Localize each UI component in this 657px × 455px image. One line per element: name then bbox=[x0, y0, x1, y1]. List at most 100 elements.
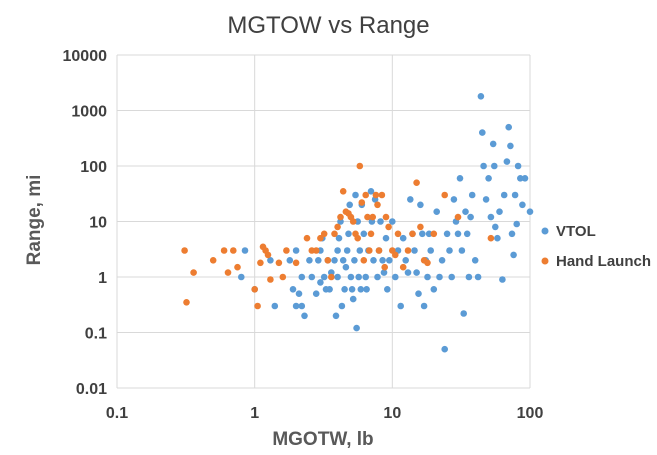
vtol-point bbox=[491, 162, 498, 170]
vtol-point bbox=[514, 162, 522, 170]
vtol-point bbox=[460, 310, 468, 317]
hand-launch-point bbox=[424, 259, 431, 267]
vtol-point bbox=[492, 223, 499, 231]
hand-launch-point bbox=[430, 230, 438, 238]
vtol-point bbox=[441, 345, 449, 353]
vtol-point bbox=[413, 269, 420, 276]
vtol-point bbox=[448, 273, 456, 281]
vtol-point bbox=[505, 123, 512, 131]
vtol-point bbox=[341, 286, 348, 293]
hand-launch-point bbox=[413, 179, 420, 186]
hand-launch-point bbox=[394, 230, 402, 238]
vtol-point bbox=[308, 273, 316, 281]
vtol-point bbox=[471, 257, 479, 264]
hand-launch-point bbox=[331, 230, 338, 238]
vtol-point bbox=[433, 208, 441, 215]
vtol-point bbox=[343, 247, 351, 254]
vtol-point bbox=[362, 273, 370, 281]
x-tick-label: 0.1 bbox=[106, 405, 128, 422]
vtol-point bbox=[511, 191, 519, 199]
hand-launch-point bbox=[190, 269, 197, 276]
vtol-point bbox=[521, 175, 529, 182]
vtol-point bbox=[363, 286, 370, 293]
hand-launch-point bbox=[454, 213, 462, 221]
vtol-point bbox=[267, 257, 274, 264]
x-tick-label: 10 bbox=[383, 405, 401, 422]
vtol-point bbox=[353, 324, 360, 332]
vtol-point bbox=[465, 273, 473, 281]
vtol-point bbox=[526, 208, 534, 215]
vtol-point bbox=[289, 286, 297, 293]
vtol-point bbox=[397, 302, 405, 310]
vtol-point bbox=[468, 191, 476, 199]
hand-launch-point bbox=[320, 230, 328, 238]
hand-launch-point bbox=[334, 223, 341, 231]
legend-label-hand-launch: Hand Launch bbox=[556, 253, 651, 270]
vtol-point bbox=[450, 196, 458, 203]
vtol-point bbox=[407, 196, 414, 203]
vtol-point bbox=[467, 213, 474, 221]
hand-launch-point bbox=[358, 199, 366, 206]
vtol-point bbox=[519, 201, 526, 209]
vtol-point bbox=[474, 273, 482, 281]
vtol-point bbox=[462, 208, 469, 215]
vtol-point bbox=[271, 302, 279, 310]
hand-launch-point bbox=[267, 276, 274, 283]
hand-launch-point bbox=[234, 263, 241, 271]
vtol-point bbox=[420, 302, 428, 310]
hand-launch-point bbox=[209, 257, 217, 264]
x-axis-title: MGOTW, lb bbox=[272, 429, 373, 450]
vtol-point bbox=[430, 286, 438, 293]
y-tick-label: 10 bbox=[89, 215, 107, 232]
vtol-point bbox=[480, 162, 487, 170]
hand-launch-point bbox=[385, 223, 392, 231]
hand-launch-point bbox=[254, 302, 261, 310]
vtol-point bbox=[332, 312, 340, 320]
vtol-point bbox=[446, 247, 453, 254]
hand-launch-point bbox=[224, 269, 232, 276]
vtol-point bbox=[298, 273, 306, 281]
hand-launch-point bbox=[381, 263, 389, 271]
hand-launch-point bbox=[409, 230, 416, 238]
hand-launch-point bbox=[230, 247, 237, 254]
vtol-point bbox=[425, 230, 433, 238]
vtol-point bbox=[454, 230, 462, 238]
hand-launch-point bbox=[441, 191, 449, 199]
vtol-point bbox=[315, 257, 322, 264]
vtol-point bbox=[458, 247, 466, 254]
vtol-point bbox=[338, 302, 346, 310]
vtol-point bbox=[349, 295, 357, 303]
vtol-point bbox=[402, 257, 410, 264]
vtol-point bbox=[346, 201, 354, 209]
hand-launch-point bbox=[275, 259, 283, 267]
hand-launch-point bbox=[382, 213, 390, 221]
hand-launch-point bbox=[487, 234, 495, 242]
hand-launch-point bbox=[360, 257, 368, 264]
hand-launch-point bbox=[417, 223, 424, 231]
vtol-point bbox=[326, 286, 333, 293]
y-tick-label: 0.1 bbox=[85, 326, 107, 343]
vtol-point bbox=[477, 93, 485, 100]
vtol-point bbox=[494, 234, 501, 242]
vtol-point bbox=[386, 257, 393, 264]
hand-launch-point bbox=[374, 201, 381, 209]
vtol-point bbox=[463, 230, 471, 238]
hand-launch-point bbox=[349, 218, 357, 225]
vtol-point bbox=[419, 230, 426, 238]
hand-launch-point bbox=[317, 234, 324, 242]
hand-launch-point bbox=[220, 247, 228, 254]
vtol-point bbox=[312, 290, 320, 298]
hand-launch-point bbox=[375, 247, 383, 254]
hand-launch-point bbox=[292, 259, 300, 267]
vtol-point bbox=[355, 273, 363, 281]
legend-marker-vtol bbox=[541, 227, 549, 235]
vtol-point bbox=[399, 234, 407, 242]
hand-launch-point bbox=[339, 188, 347, 195]
vtol-point bbox=[331, 257, 338, 264]
hand-launch-point bbox=[369, 213, 377, 221]
vtol-point bbox=[510, 251, 517, 259]
vtol-point bbox=[517, 175, 524, 182]
hand-launch-point bbox=[312, 247, 320, 254]
vtol-point bbox=[292, 302, 300, 310]
